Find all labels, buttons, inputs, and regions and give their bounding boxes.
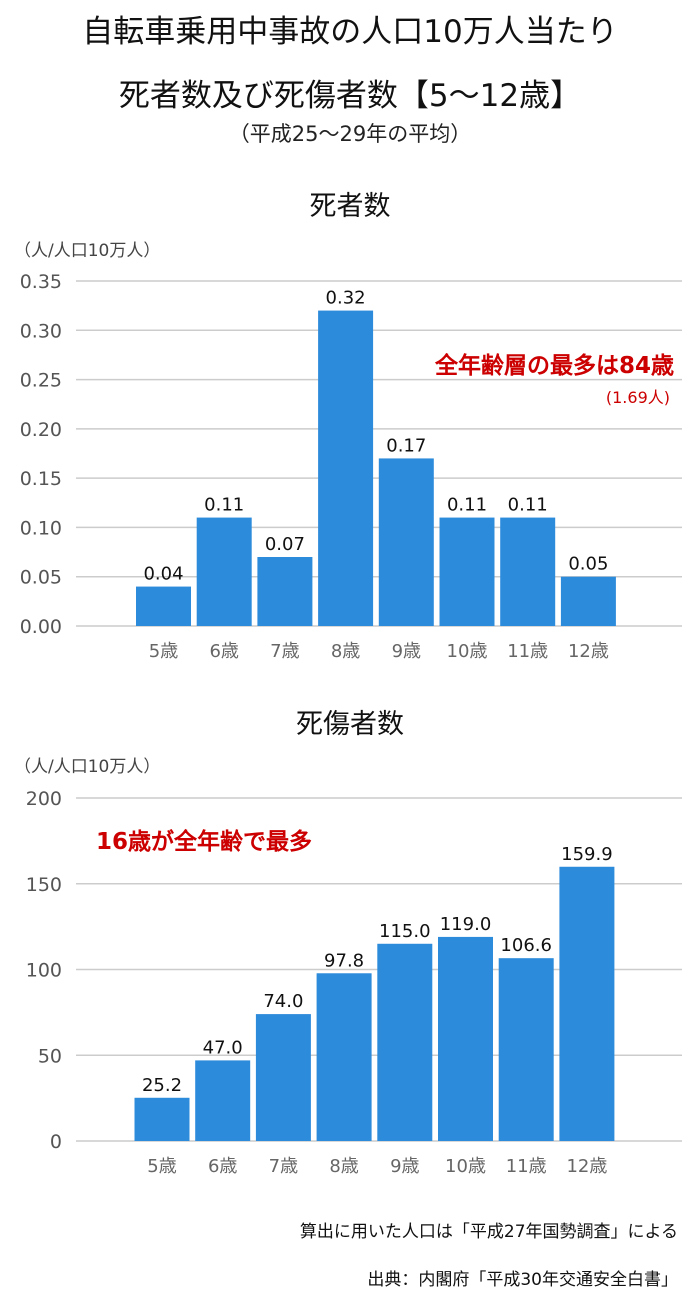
y-tick-label: 0.20 (20, 419, 62, 441)
chart1-annotation: 全年齢層の最多は84歳 (434, 353, 674, 379)
x-tick-label: 7歳 (270, 641, 299, 662)
x-tick-label: 5歳 (149, 641, 178, 662)
data-label: 106.6 (500, 935, 552, 956)
y-tick-label: 0.00 (20, 616, 62, 638)
y-tick-label: 0 (50, 1131, 62, 1153)
x-tick-label: 6歳 (208, 1156, 237, 1177)
main-title-line1: 自転車乗用中事故の人口10万人当たり (82, 14, 618, 50)
data-label: 0.17 (386, 435, 426, 456)
data-source-note: 出典：内閣府「平成30年交通安全白書」 (367, 1270, 678, 1290)
x-tick-label: 5歳 (147, 1156, 176, 1177)
bar (378, 458, 434, 626)
bar (134, 1097, 190, 1141)
bar (438, 936, 493, 1141)
chart1-plot: 0.00 0.05 0.10 0.15 0.20 0.25 0.30 0.35 0.04 5歳 0.… (20, 271, 682, 662)
y-tick-label: 0.10 (20, 517, 62, 539)
chart2-plot: 0 50 100 150 200 25.2 5歳 47.0 6歳 74.0 7歳 97.8 8歳 115.… (26, 788, 682, 1177)
y-tick-label: 0.15 (20, 468, 62, 490)
x-tick-label: 10歳 (447, 641, 488, 662)
bar (559, 866, 615, 1141)
x-tick-label: 11歳 (506, 1156, 547, 1177)
y-tick-label: 0.30 (20, 320, 62, 342)
chart1-annotation-sub: (1.69人) (605, 388, 670, 407)
x-tick-label: 8歳 (331, 641, 360, 662)
bar (316, 973, 372, 1141)
y-tick-label: 100 (26, 960, 62, 982)
bar (500, 517, 556, 626)
bar (196, 517, 252, 626)
x-tick-label: 8歳 (329, 1156, 358, 1177)
data-label: 47.0 (203, 1037, 243, 1058)
chart2-title: 死傷者数 (296, 709, 404, 740)
x-tick-label: 9歳 (392, 641, 421, 662)
data-label: 0.11 (508, 495, 548, 516)
data-label: 159.9 (561, 844, 613, 865)
main-subtitle: （平成25〜29年の平均） (228, 122, 472, 146)
y-tick-label: 0.35 (20, 271, 62, 293)
chart2-unit-label: （人/人口10万人） (14, 757, 161, 777)
data-label: 119.0 (440, 914, 492, 935)
data-label: 0.11 (447, 495, 487, 516)
x-tick-label: 12歳 (568, 641, 609, 662)
x-tick-label: 12歳 (566, 1156, 607, 1177)
chart1-title: 死者数 (309, 191, 391, 222)
bar (377, 943, 433, 1141)
x-tick-label: 10歳 (445, 1156, 486, 1177)
bar (257, 557, 313, 626)
data-label: 0.05 (568, 554, 608, 575)
bar (439, 517, 495, 626)
y-tick-label: 150 (26, 874, 62, 896)
x-tick-label: 6歳 (209, 641, 238, 662)
bar (195, 1060, 251, 1141)
chart2-annotation: 16歳が全年齢で最多 (96, 829, 313, 855)
chart1-unit-label: （人/人口10万人） (14, 241, 161, 261)
x-tick-label: 11歳 (507, 641, 548, 662)
data-label: 115.0 (379, 921, 431, 942)
data-label: 97.8 (324, 950, 364, 971)
data-label: 0.32 (326, 288, 366, 309)
population-source-note: 算出に用いた人口は「平成27年国勢調査」による (299, 1222, 678, 1242)
bar (560, 576, 616, 626)
data-label: 0.07 (265, 534, 305, 555)
bar (136, 586, 191, 626)
bar (318, 310, 374, 626)
bar (255, 1014, 311, 1141)
y-tick-label: 200 (26, 788, 62, 810)
x-tick-label: 9歳 (390, 1156, 419, 1177)
y-tick-label: 0.25 (20, 370, 62, 392)
x-tick-label: 7歳 (269, 1156, 298, 1177)
bar (498, 958, 554, 1141)
data-label: 0.04 (143, 564, 183, 585)
data-label: 0.11 (204, 495, 244, 516)
y-tick-label: 0.05 (20, 567, 62, 589)
data-label: 25.2 (142, 1075, 182, 1096)
main-title-line2: 死者数及び死傷者数【5〜12歳】 (118, 78, 582, 114)
data-label: 74.0 (263, 991, 303, 1012)
y-tick-label: 50 (38, 1045, 62, 1067)
